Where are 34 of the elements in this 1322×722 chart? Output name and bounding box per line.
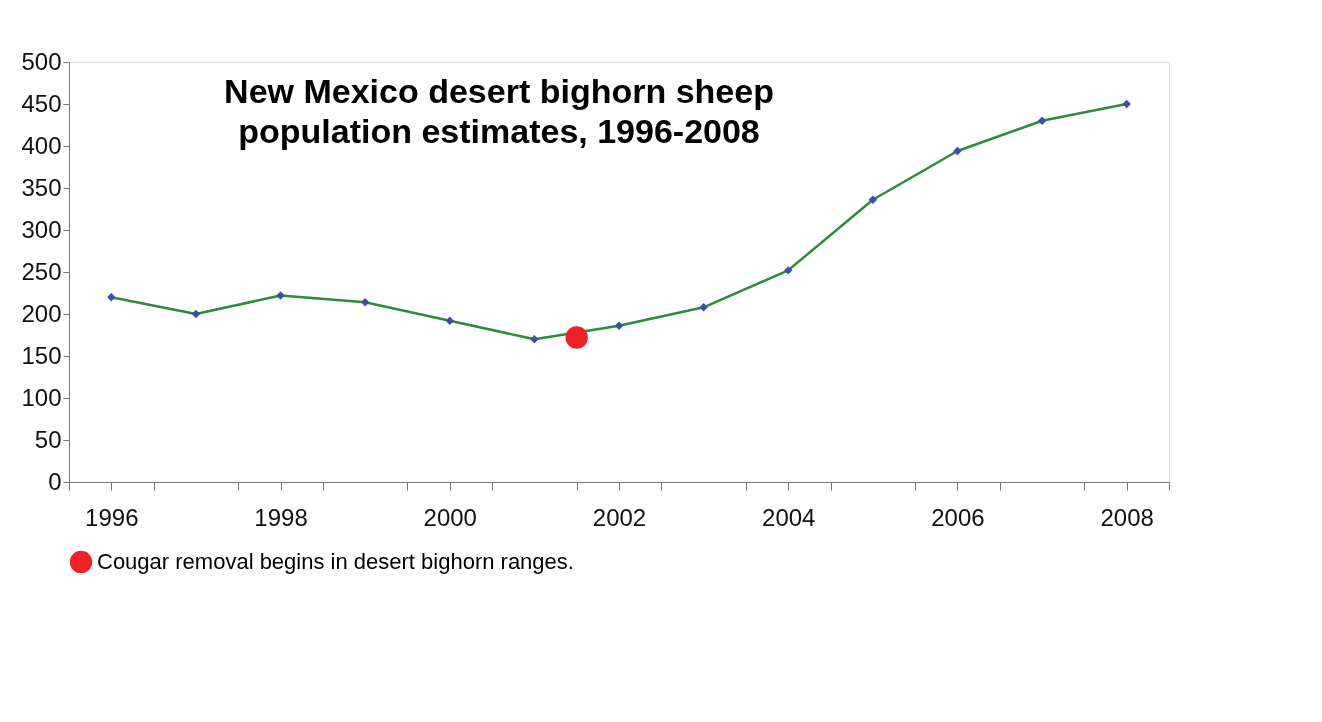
point bbox=[953, 146, 962, 156]
x-tick-label: 2000 bbox=[423, 503, 477, 531]
point bbox=[445, 316, 454, 325]
point bbox=[107, 293, 116, 302]
y-tick-label: 300 bbox=[21, 215, 62, 243]
y-tick-label: 400 bbox=[21, 131, 62, 159]
point bbox=[530, 335, 539, 344]
point bbox=[784, 266, 793, 275]
point bbox=[360, 298, 370, 307]
x-tick-label: 1996 bbox=[85, 503, 139, 531]
point bbox=[1122, 99, 1131, 109]
y-tick-label: 100 bbox=[21, 383, 62, 411]
y-tick-label: 150 bbox=[21, 341, 62, 369]
y-tick-label: 350 bbox=[21, 173, 62, 201]
point bbox=[868, 195, 878, 204]
y-tick-label: 500 bbox=[21, 47, 62, 75]
point bbox=[614, 321, 624, 330]
x-tick-label: 2004 bbox=[762, 503, 816, 531]
y-tick-label: 200 bbox=[21, 299, 62, 327]
point bbox=[565, 326, 588, 349]
y-tick-label: 0 bbox=[48, 467, 62, 495]
x-tick-label: 2008 bbox=[1100, 503, 1154, 531]
point bbox=[699, 303, 708, 312]
x-tick-label: 2006 bbox=[931, 503, 985, 531]
legend-label: Cougar removal begins in desert bighorn ranges. bbox=[97, 549, 574, 574]
text: New Mexico desert bighorn sheep population estimates, 1996-2008 bbox=[224, 72, 774, 150]
x-tick-label: 1998 bbox=[254, 503, 308, 531]
point bbox=[191, 309, 201, 319]
y-tick-label: 50 bbox=[34, 425, 62, 453]
y-tick-label: 450 bbox=[21, 89, 62, 117]
y-tick-label: 250 bbox=[21, 257, 62, 285]
x-tick-label: 2002 bbox=[592, 503, 647, 531]
point bbox=[1037, 116, 1047, 125]
point bbox=[276, 291, 285, 300]
